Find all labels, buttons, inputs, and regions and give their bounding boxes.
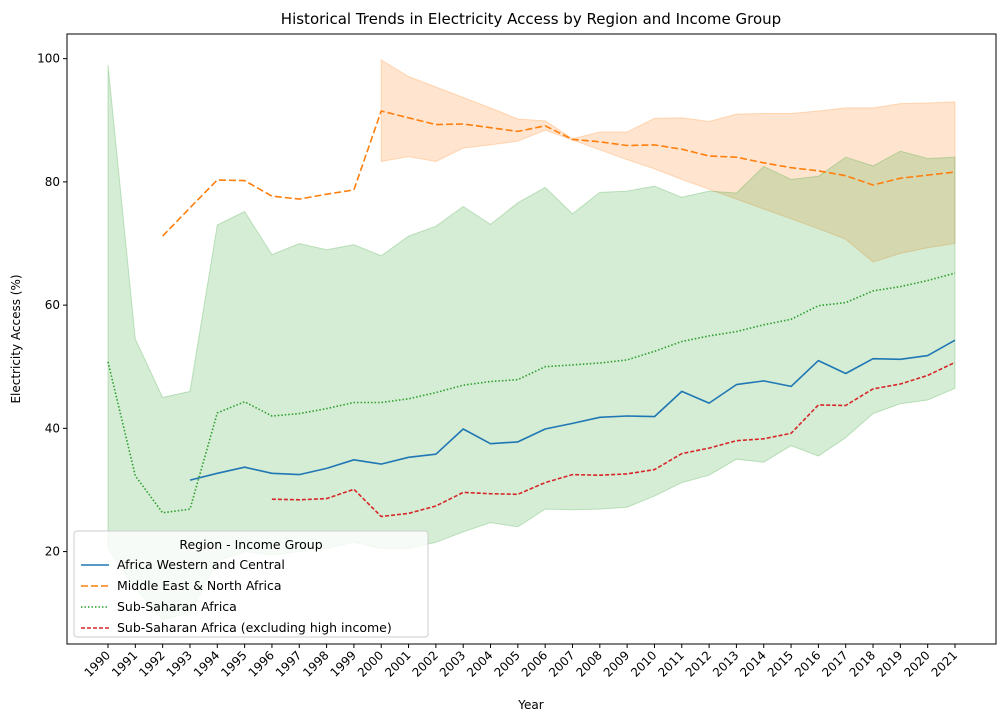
plot-frame [66,33,997,645]
y-axis-label: Electricity Access (%) [9,274,23,403]
legend: Region - Income Group Africa Western and… [73,530,429,638]
x-axis-label: Year [517,698,543,712]
y-tick-label: 80 [45,175,60,189]
y-tick-label: 60 [45,298,60,312]
series-line-1 [162,110,956,237]
series-lines [107,110,956,518]
y-tick-label: 40 [45,421,60,435]
y-tick-label: 20 [45,545,60,559]
legend-entry-1: Middle East & North Africa [117,578,282,593]
chart-title: Historical Trends in Electricity Access … [281,10,781,28]
series-line-3 [271,361,956,518]
series-line-2 [107,272,956,514]
confidence-band-1 [380,59,956,263]
legend-entry-2: Sub-Saharan Africa [117,599,237,614]
series-line-0 [189,339,956,481]
legend-box [73,530,429,638]
legend-entry-3: Sub-Saharan Africa (excluding high incom… [117,620,392,635]
legend-title: Region - Income Group [179,537,322,552]
legend-entry-0: Africa Western and Central [117,557,285,572]
y-tick-label: 100 [37,52,60,66]
y-axis: 20 40 60 80 100 [37,52,67,559]
